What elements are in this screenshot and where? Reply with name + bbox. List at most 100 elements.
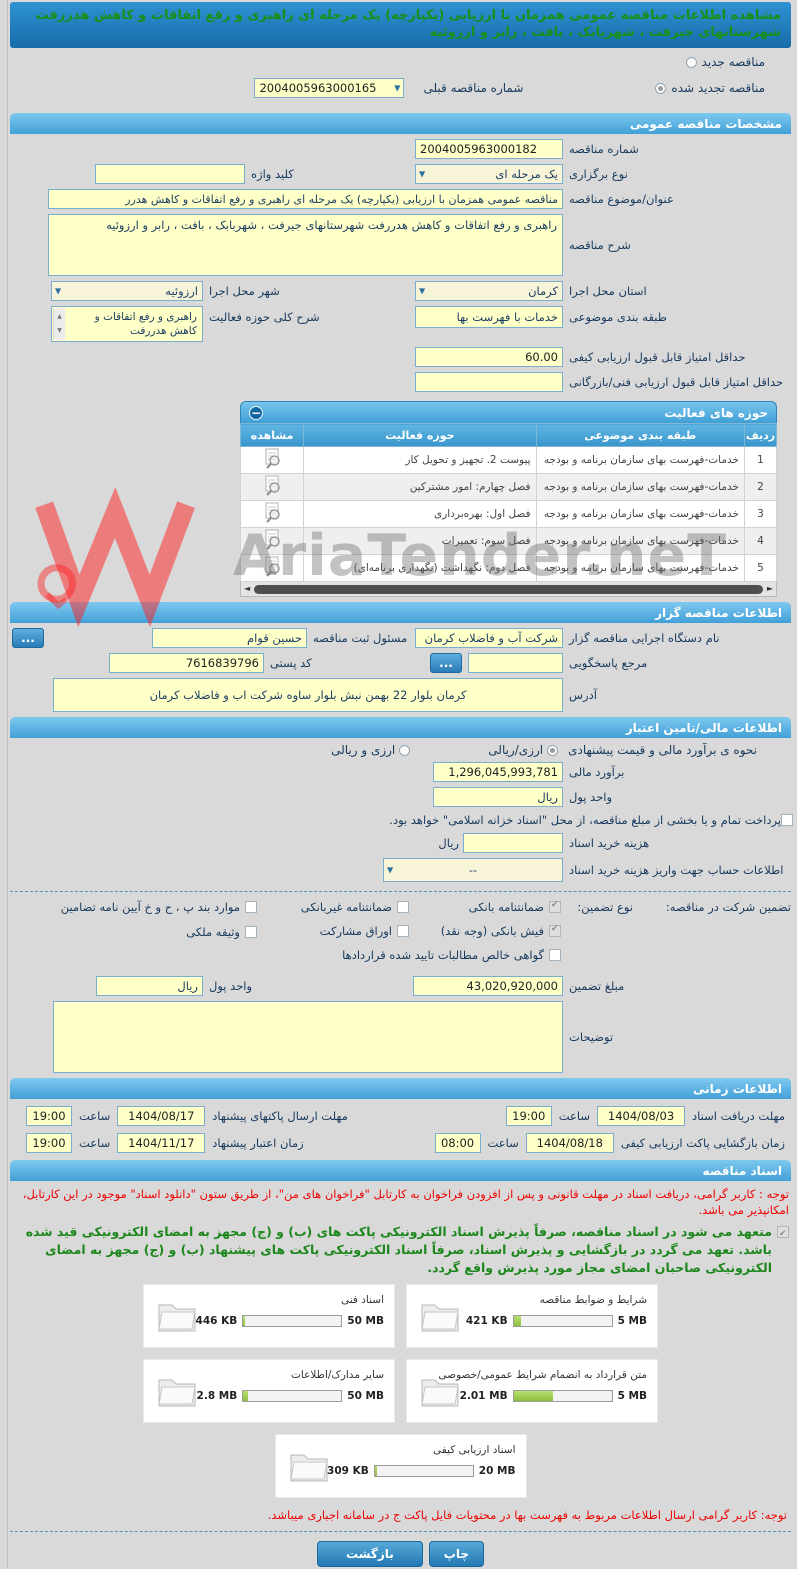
category-field[interactable]: خدمات با فهرست بها xyxy=(415,306,563,328)
nonbank-guarantee-checkbox[interactable] xyxy=(397,901,409,913)
category-label: طبقه بندی موضوعی xyxy=(569,310,667,324)
file-max-size: 20 MB xyxy=(478,1465,516,1477)
date-field[interactable]: 1404/08/17 xyxy=(117,1106,206,1126)
guarantee-option-label: فیش بانکی (وجه نقد) xyxy=(440,924,544,938)
date-field[interactable]: 1404/08/18 xyxy=(525,1133,614,1153)
view-icon[interactable] xyxy=(239,473,305,501)
document-card[interactable]: اسناد ارزیابی کیفی 309 KB 20 MB xyxy=(274,1434,527,1498)
back-button[interactable]: بازگشت xyxy=(316,1541,423,1567)
horizontal-scrollbar[interactable]: ◄ ► xyxy=(240,582,777,597)
file-max-size: 50 MB xyxy=(347,1390,384,1402)
document-card[interactable]: شرایط و ضوابط مناقصه 421 KB 5 MB xyxy=(406,1284,658,1348)
file-name: متن قرارداد به انضمام شرایط عمومی/خصوصی xyxy=(438,1369,647,1381)
file-progress: 2.8 MB 50 MB xyxy=(152,1390,384,1402)
view-icon[interactable] xyxy=(239,554,305,582)
prev-tender-no-select[interactable]: 2004005963000165 ▼ xyxy=(254,78,405,98)
col-activity: حوزه فعالیت xyxy=(303,423,537,447)
pledge-checkbox[interactable] xyxy=(777,1225,789,1243)
new-tender-radio[interactable] xyxy=(685,56,697,68)
table-row: 2 خدمات-فهرست بهای سازمان برنامه و بودجه… xyxy=(239,473,778,501)
document-cards: شرایط و ضوابط مناقصه 421 KB 5 MB اسناد ف… xyxy=(137,1284,665,1498)
view-icon[interactable] xyxy=(239,527,305,555)
time-field[interactable]: 19:00 xyxy=(26,1133,72,1153)
reference-browse-button[interactable]: ... xyxy=(430,653,462,673)
min-tech-field[interactable] xyxy=(415,372,563,392)
currency-label: واحد پول xyxy=(569,790,613,804)
hour-label: ساعت xyxy=(79,1136,111,1150)
tender-no-field[interactable]: 2004005963000182 xyxy=(415,139,563,159)
print-button[interactable]: چاپ xyxy=(428,1541,485,1567)
file-size: 446 KB xyxy=(195,1315,238,1327)
address-field[interactable]: کرمان بلوار 22 بهمن نبش بلوار ساوه شرکت … xyxy=(53,678,563,712)
guarantee-currency-field[interactable]: ریال xyxy=(96,976,203,996)
document-card[interactable]: سایر مدارک/اطلاعات 2.8 MB 50 MB xyxy=(143,1359,395,1423)
guarantee-option: اوراق مشارکت xyxy=(257,924,409,938)
file-progress: 446 KB 50 MB xyxy=(152,1315,384,1327)
claims-certificate-checkbox[interactable] xyxy=(549,949,561,961)
scope-field[interactable]: راهبری و رفع اتفاقات و کاهش هدررفت ▲ ▼ xyxy=(51,306,203,342)
doc-fee-unit: ریال xyxy=(438,836,459,850)
time-field[interactable]: 19:00 xyxy=(505,1106,552,1126)
date-field[interactable]: 1404/08/03 xyxy=(597,1106,686,1126)
city-value: ارزوئیه xyxy=(165,284,198,298)
treasury-checkbox[interactable] xyxy=(781,814,793,826)
desc-field[interactable]: راهبری و رفع اتفاقات و کاهش هدررفت شهرست… xyxy=(48,214,563,276)
estimate-row: برآورد مالی 1,296,045,993,781 xyxy=(10,762,791,782)
col-category: طبقه بندی موضوعی xyxy=(535,423,745,447)
min-quality-field[interactable]: 60.00 xyxy=(415,347,563,367)
property-collateral-checkbox[interactable] xyxy=(245,926,257,938)
subject-field[interactable]: مناقصه عمومی همزمان با ارزیابی (یکپارچه)… xyxy=(48,189,563,209)
city-label: شهر محل اجرا xyxy=(209,284,280,298)
time-field[interactable]: 08:00 xyxy=(434,1133,481,1153)
postal-field[interactable]: 7616839796 xyxy=(109,653,264,673)
file-size: 2.8 MB xyxy=(196,1390,238,1402)
collapse-icon[interactable]: − xyxy=(249,405,263,420)
scrollbar-thumb[interactable] xyxy=(254,584,763,594)
tender-no-label: شماره مناقصه xyxy=(569,142,639,156)
city-select[interactable]: ارزوئیه ▼ xyxy=(51,281,203,301)
rial-option-label: ارزی/ریالی xyxy=(488,743,544,757)
registrar-field[interactable]: حسین قوام xyxy=(152,628,307,648)
view-icon[interactable] xyxy=(239,500,305,528)
agency-address-row: آدرس کرمان بلوار 22 بهمن نبش بلوار ساوه … xyxy=(10,678,791,712)
account-select[interactable]: -- ▼ xyxy=(383,858,563,882)
guarantee-option: وثیقه ملکی xyxy=(22,925,257,939)
bank-receipt-checkbox[interactable] xyxy=(549,924,561,937)
treasury-row: پرداخت تمام و یا بخشی از مبلغ مناقصه، از… xyxy=(10,812,793,828)
exec-field[interactable]: شرکت آب و فاضلاب کرمان xyxy=(415,628,563,648)
bonds-checkbox[interactable] xyxy=(397,925,409,937)
method-select[interactable]: یک مرحله ای ▼ xyxy=(415,164,563,184)
reference-field[interactable] xyxy=(468,653,563,673)
renewed-tender-radio[interactable] xyxy=(655,82,667,94)
activity-panel-header: حوزه های فعالیت − xyxy=(240,401,777,423)
province-select[interactable]: کرمان ▼ xyxy=(415,281,563,301)
bylaw-items-checkbox[interactable] xyxy=(245,901,257,913)
scroll-left-icon[interactable]: ◄ xyxy=(244,584,251,593)
guarantee-col-1: ضمانتنامه بانکی فیش بانکی (وجه نقد) گواه… xyxy=(342,900,561,962)
rial-option-radio[interactable] xyxy=(547,744,559,756)
row-category: خدمات-فهرست بهای سازمان برنامه و بودجه xyxy=(535,473,745,501)
file-size: 421 KB xyxy=(465,1315,508,1327)
notes-field[interactable] xyxy=(53,1001,563,1073)
spinner-arrows-icon[interactable]: ▲ ▼ xyxy=(53,308,65,340)
document-card[interactable]: متن قرارداد به انضمام شرایط عمومی/خصوصی … xyxy=(406,1359,658,1423)
view-icon[interactable] xyxy=(239,446,305,474)
date-field[interactable]: 1404/11/17 xyxy=(117,1133,206,1153)
bank-guarantee-checkbox[interactable] xyxy=(549,900,561,913)
document-card[interactable]: اسناد فنی 446 KB 50 MB xyxy=(143,1284,395,1348)
both-option-radio[interactable] xyxy=(399,744,411,756)
doc-fee-field[interactable] xyxy=(463,833,563,853)
estimate-field[interactable]: 1,296,045,993,781 xyxy=(433,762,563,782)
keyword-field[interactable] xyxy=(95,164,245,184)
table-row: 4 خدمات-فهرست بهای سازمان برنامه و بودجه… xyxy=(239,527,778,555)
currency-field[interactable]: ریال xyxy=(433,787,563,807)
row-activity: فصل سوم: تعمیرات xyxy=(303,527,537,555)
guarantee-col-2: ضمانتنامه غیربانکی اوراق مشارکت xyxy=(257,900,409,938)
time-field[interactable]: 19:00 xyxy=(26,1106,72,1126)
timing-item: مهلت ارسال پاکتهای پیشنهاد 1404/08/17 سا… xyxy=(26,1106,348,1126)
guarantee-amount-field[interactable]: 43,020,920,000 xyxy=(413,976,563,996)
registrar-browse-button[interactable]: ... xyxy=(12,628,44,648)
scroll-right-icon[interactable]: ► xyxy=(766,584,773,593)
both-option-label: ارزی و ریالی xyxy=(331,743,396,757)
